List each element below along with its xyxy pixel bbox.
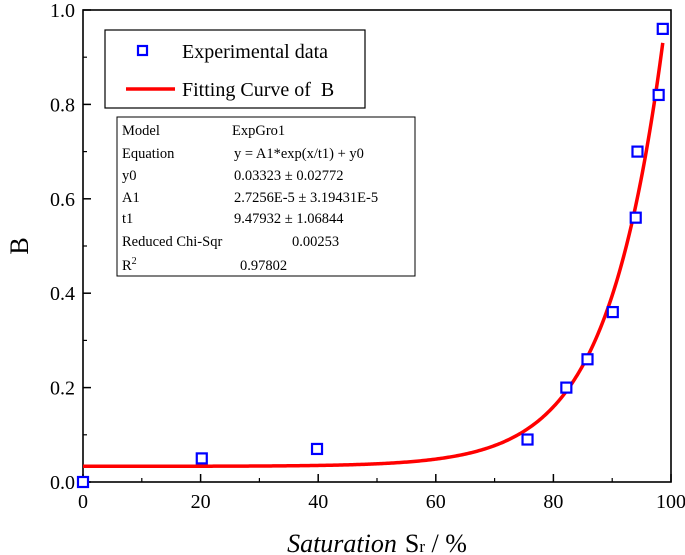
legend-box [104, 29, 366, 109]
stats-value: ExpGro1 [232, 123, 285, 139]
stats-label: A1 [122, 190, 140, 206]
stats-label: t1 [122, 211, 133, 227]
y-tick-label: 0.2 [50, 378, 75, 400]
y-tick-label: 0.0 [50, 472, 75, 494]
data-point-5 [581, 353, 594, 366]
x-axis-title-suffix: / % [425, 529, 467, 555]
x-tick-label: 40 [308, 491, 328, 513]
axis-ticks [82, 9, 672, 483]
x-axis-title-symbol: S [405, 529, 419, 555]
data-point-3 [521, 433, 534, 446]
x-axis-title: Saturation Sr / % [287, 529, 467, 555]
fit-statistics-table: Model ExpGro1 Equation y = A1*exp(x/t1) + y… [116, 116, 416, 277]
x-tick-label: 100 [656, 491, 685, 513]
tick-labels: 0 20 40 60 80 100 0.0 0.2 0.4 0.6 0.8 1.0 [50, 0, 685, 513]
stats-value: 2.7256E-5 ± 3.19431E-5 [234, 190, 378, 206]
x-axis-title-italic: Saturation [287, 529, 397, 555]
stats-label: Equation [122, 146, 175, 162]
y-tick-label: 0.4 [50, 283, 75, 305]
data-point-8 [631, 145, 644, 158]
stats-value: 0.00253 [292, 234, 339, 250]
y-tick-label: 1.0 [50, 0, 75, 22]
legend-label-fitting: Fitting Curve of B [182, 79, 334, 101]
y-axis-title: B [5, 237, 34, 254]
stats-box [116, 116, 416, 277]
data-point-10 [656, 22, 669, 35]
y-tick-label: 0.6 [50, 189, 75, 211]
experimental-data-markers [76, 22, 669, 489]
stats-value: 9.47932 ± 1.06844 [234, 211, 344, 227]
stats-value: 0.97802 [240, 258, 287, 274]
data-point-9 [652, 88, 665, 102]
data-point-2 [310, 442, 324, 456]
x-axis-title-subscript: r [419, 537, 425, 555]
legend: Experimental data Fitting Curve of B [104, 29, 366, 109]
legend-marker-experimental [136, 44, 149, 57]
stats-value: y = A1*exp(x/t1) + y0 [234, 146, 364, 162]
data-point-6 [606, 305, 619, 319]
stats-label-superscript: 2 [132, 256, 137, 267]
stats-label: Reduced Chi-Sqr [122, 234, 222, 250]
y-tick-label: 0.8 [50, 94, 75, 116]
x-tick-label: 80 [543, 491, 563, 513]
data-point-7 [629, 211, 642, 224]
legend-label-experimental: Experimental data [182, 41, 328, 63]
stats-label: y0 [122, 168, 137, 184]
data-point-0 [76, 475, 90, 489]
x-tick-label: 20 [191, 491, 211, 513]
stats-label: Model [122, 123, 160, 139]
x-tick-label: 60 [426, 491, 446, 513]
stats-value: 0.03323 ± 0.02772 [234, 168, 343, 184]
data-point-1 [195, 452, 208, 465]
x-tick-label: 0 [78, 491, 88, 513]
data-point-4 [560, 381, 573, 394]
